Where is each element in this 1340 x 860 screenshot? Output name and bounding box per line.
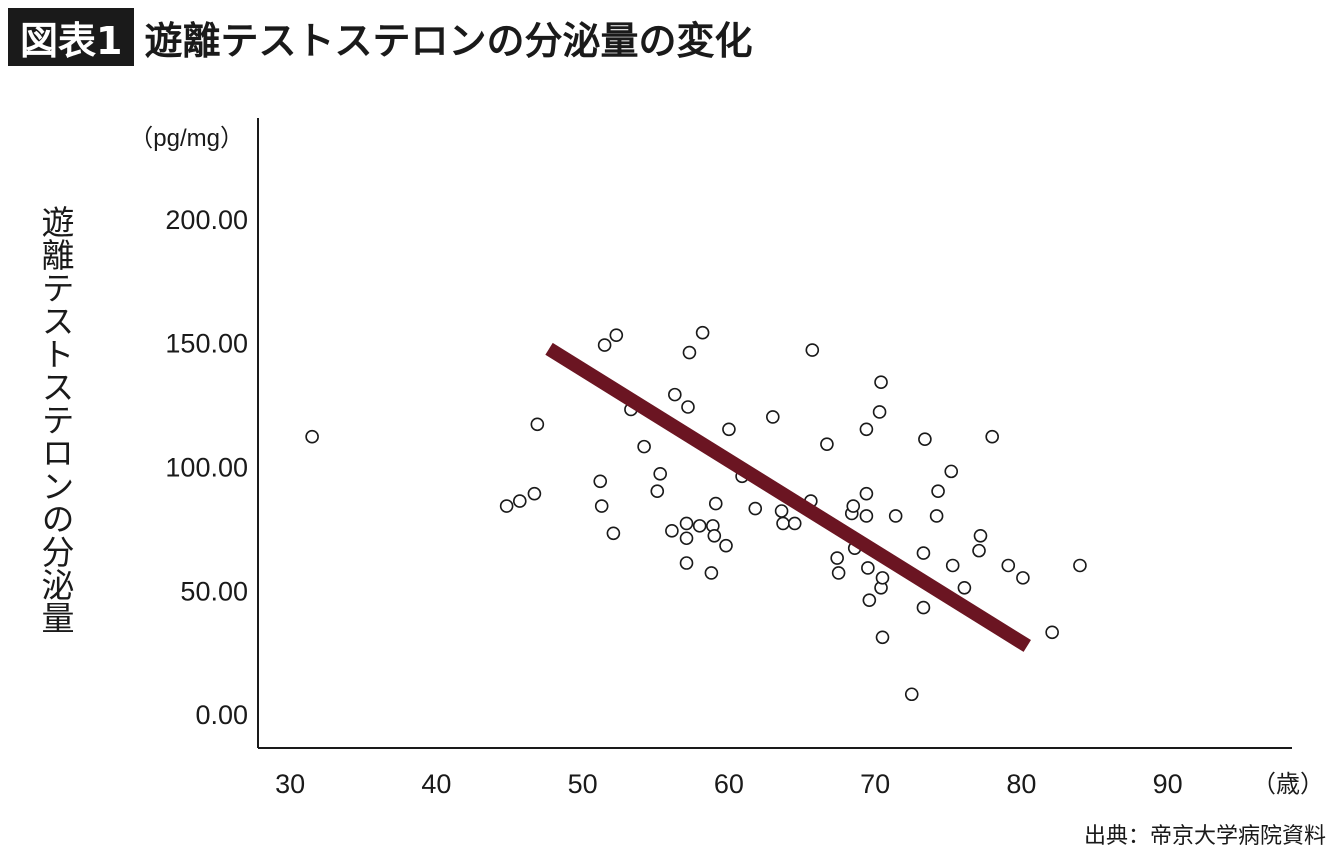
data-point <box>774 504 789 518</box>
data-point <box>305 429 319 444</box>
data-point <box>929 509 944 523</box>
y-tick-label: 150.00 <box>165 329 248 359</box>
data-point <box>708 496 723 511</box>
data-point <box>973 528 988 543</box>
data-point <box>888 509 903 523</box>
data-point <box>499 499 514 513</box>
x-tick-label: 70 <box>860 769 890 799</box>
source-note: 出典：帝京大学病院資料 <box>1083 824 1326 849</box>
data-point <box>719 538 733 553</box>
data-point <box>918 432 932 446</box>
figure-badge: 図表1 <box>8 8 135 66</box>
data-point <box>875 571 890 585</box>
x-tick-label: 80 <box>1006 769 1036 799</box>
data-point <box>1073 558 1087 573</box>
data-point <box>609 328 624 342</box>
data-point <box>707 528 722 543</box>
y-tick-label: 100.00 <box>165 452 248 482</box>
data-point <box>637 439 651 454</box>
data-point <box>597 338 612 352</box>
data-point <box>530 417 545 432</box>
x-tick-label: 50 <box>568 769 598 799</box>
data-point <box>872 405 887 419</box>
x-unit-label: （歳） <box>1252 771 1324 798</box>
data-point <box>692 519 707 533</box>
data-point <box>859 486 874 501</box>
data-point <box>830 551 844 565</box>
data-point <box>859 509 874 523</box>
data-point <box>957 580 972 595</box>
data-point <box>944 464 959 479</box>
data-point <box>650 484 665 498</box>
data-point <box>787 516 802 531</box>
data-point <box>704 566 719 580</box>
data-point <box>681 400 695 414</box>
data-point <box>722 422 736 437</box>
data-point <box>861 561 875 575</box>
data-point <box>606 526 621 541</box>
data-point <box>1045 625 1059 640</box>
data-point <box>776 516 790 531</box>
data-point <box>1016 571 1030 585</box>
chart-title-row: 図表1 遊離テストステロンの分泌量の変化 <box>8 8 752 66</box>
data-point <box>1001 558 1016 573</box>
data-point <box>695 325 710 340</box>
data-point <box>985 429 999 444</box>
data-point <box>904 687 919 702</box>
data-point <box>916 600 931 615</box>
x-tick-label: 30 <box>275 769 305 799</box>
data-point <box>916 546 931 560</box>
y-tick-label: 0.00 <box>195 700 248 730</box>
data-point <box>805 343 820 357</box>
data-point <box>875 630 890 645</box>
y-unit-label: （pg/mg） <box>129 125 244 152</box>
x-tick-label: 60 <box>714 769 744 799</box>
data-point <box>653 467 667 481</box>
x-tick-label: 90 <box>1153 769 1183 799</box>
data-point <box>679 516 694 531</box>
data-point <box>945 558 960 573</box>
data-point <box>846 499 861 513</box>
data-point <box>665 524 679 538</box>
y-axis-label: 遊離テストステロンの分泌量 <box>36 205 75 634</box>
data-point <box>748 501 763 516</box>
data-point <box>820 437 834 451</box>
data-point <box>874 375 888 390</box>
data-point <box>972 543 986 558</box>
data-point <box>859 422 874 437</box>
y-tick-label: 50.00 <box>180 576 248 606</box>
y-tick-label: 200.00 <box>165 205 248 235</box>
data-point <box>682 345 697 360</box>
data-point <box>831 566 846 580</box>
data-point <box>679 556 694 570</box>
data-point <box>527 486 542 501</box>
data-point <box>668 387 682 402</box>
data-point <box>766 410 780 424</box>
x-tick-label: 40 <box>421 769 451 799</box>
trend-line <box>545 342 1031 652</box>
chart-title: 遊離テストステロンの分泌量の変化 <box>144 18 753 63</box>
data-point <box>593 474 608 489</box>
data-point <box>679 531 694 546</box>
data-point <box>862 593 877 607</box>
data-point <box>512 494 527 508</box>
data-point <box>931 484 945 498</box>
data-point <box>594 499 609 513</box>
